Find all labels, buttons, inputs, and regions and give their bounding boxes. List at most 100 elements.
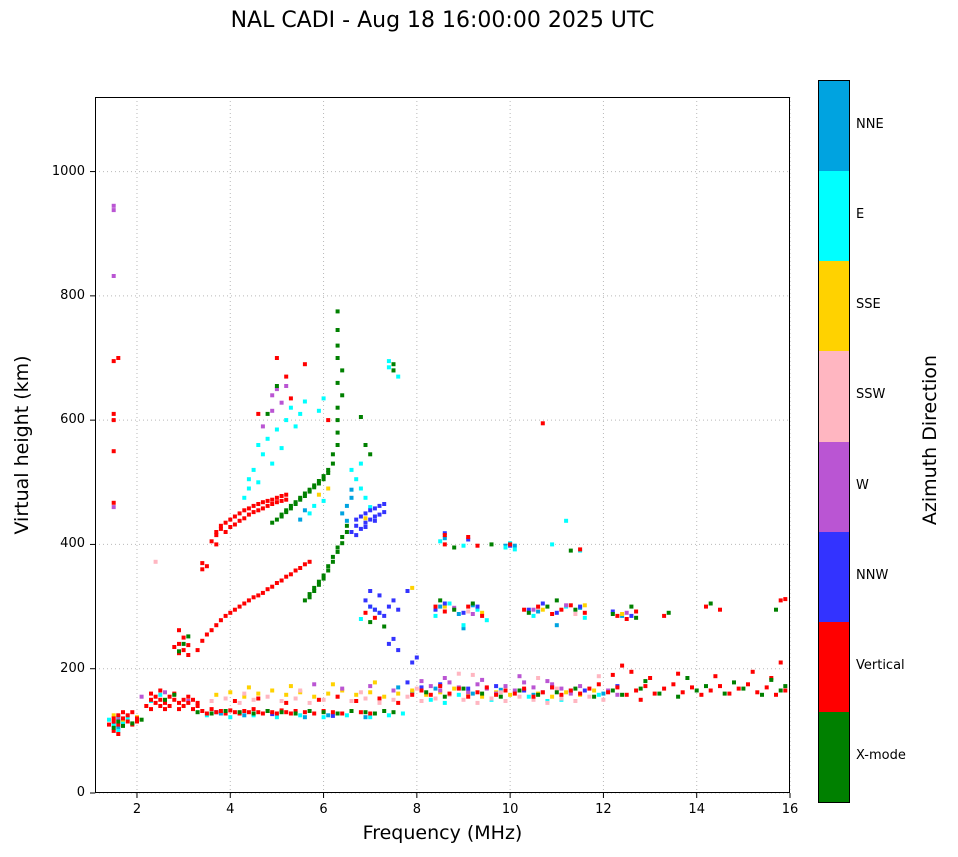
scatter-point bbox=[480, 677, 485, 682]
scatter-point bbox=[321, 573, 326, 578]
scatter-point bbox=[554, 610, 559, 615]
scatter-point bbox=[531, 607, 536, 612]
scatter-point bbox=[312, 585, 317, 590]
scatter-point bbox=[634, 609, 639, 614]
scatter-point bbox=[554, 623, 559, 628]
scatter-point bbox=[204, 564, 209, 569]
scatter-point bbox=[592, 694, 597, 699]
scatter-point bbox=[363, 511, 368, 516]
scatter-point bbox=[195, 704, 200, 708]
scatter-point bbox=[512, 547, 517, 552]
scatter-point bbox=[498, 694, 503, 699]
scatter-point bbox=[321, 715, 326, 720]
scatter-point bbox=[265, 436, 270, 441]
scatter-point bbox=[181, 648, 186, 653]
scatter-point bbox=[554, 686, 559, 691]
scatter-point bbox=[270, 502, 275, 506]
scatter-point bbox=[391, 362, 396, 367]
scatter-point bbox=[265, 503, 270, 508]
scatter-point bbox=[344, 713, 349, 718]
y-tick-label: 1000 bbox=[51, 163, 85, 179]
y-tick-label: 800 bbox=[60, 287, 85, 303]
scatter-point bbox=[704, 684, 708, 689]
scatter-point bbox=[293, 424, 298, 429]
scatter-point bbox=[307, 709, 312, 713]
scatter-point bbox=[116, 356, 121, 360]
scatter-point bbox=[270, 393, 275, 398]
scatter-point bbox=[419, 679, 424, 684]
scatter-point bbox=[242, 694, 247, 699]
scatter-point bbox=[498, 687, 503, 692]
scatter-point bbox=[620, 612, 625, 616]
scatter-point bbox=[293, 696, 298, 701]
scatter-point bbox=[260, 506, 265, 511]
scatter-point bbox=[298, 517, 303, 522]
scatter-point bbox=[279, 578, 284, 583]
scatter-point bbox=[615, 613, 620, 618]
scatter-point bbox=[125, 713, 130, 718]
scatter-point bbox=[512, 688, 517, 693]
scatter-point bbox=[288, 396, 293, 401]
scatter-point bbox=[214, 542, 219, 547]
scatter-point bbox=[461, 623, 466, 628]
scatter-point bbox=[405, 680, 410, 685]
scatter-point bbox=[223, 530, 228, 534]
scatter-point bbox=[260, 711, 265, 716]
scatter-point bbox=[298, 566, 303, 570]
scatter-point bbox=[410, 585, 415, 590]
scatter-point bbox=[391, 636, 396, 641]
scatter-point bbox=[396, 700, 401, 705]
scatter-point bbox=[330, 559, 335, 564]
scatter-point bbox=[163, 697, 167, 702]
scatter-point bbox=[540, 421, 545, 426]
scatter-point bbox=[438, 539, 443, 544]
scatter-point bbox=[652, 691, 657, 696]
scatter-point bbox=[368, 604, 373, 609]
scatter-point bbox=[316, 481, 321, 486]
scatter-point bbox=[363, 443, 368, 447]
scatter-point bbox=[386, 365, 391, 370]
scatter-point bbox=[704, 604, 708, 609]
scatter-point bbox=[209, 628, 214, 633]
scatter-point bbox=[746, 682, 750, 687]
scatter-point bbox=[186, 694, 191, 699]
scatter-point bbox=[386, 641, 391, 646]
scatter-point bbox=[554, 598, 559, 603]
scatter-point bbox=[270, 461, 275, 466]
scatter-point bbox=[284, 492, 289, 497]
scatter-point bbox=[708, 688, 713, 693]
scatter-point bbox=[191, 707, 195, 712]
scatter-point bbox=[335, 418, 340, 423]
plot-area bbox=[90, 97, 791, 798]
scatter-point bbox=[410, 660, 415, 665]
scatter-point bbox=[522, 680, 527, 685]
scatter-point bbox=[260, 590, 265, 595]
scatter-point bbox=[330, 461, 335, 466]
scatter-point bbox=[200, 561, 205, 566]
scatter-point bbox=[372, 506, 377, 511]
scatter-point bbox=[391, 598, 396, 603]
y-tick-label: 600 bbox=[60, 412, 85, 428]
ionogram-plot bbox=[90, 97, 791, 798]
scatter-point bbox=[601, 697, 606, 702]
scatter-point bbox=[153, 694, 158, 699]
scatter-point bbox=[209, 699, 214, 703]
scatter-point bbox=[382, 694, 387, 699]
scatter-point bbox=[428, 692, 433, 697]
scatter-point bbox=[461, 610, 466, 615]
scatter-point bbox=[246, 486, 251, 491]
scatter-point bbox=[256, 480, 261, 485]
scatter-point bbox=[363, 710, 368, 715]
colorbar-tick-label: W bbox=[856, 477, 869, 493]
scatter-point bbox=[512, 691, 517, 696]
scatter-point bbox=[736, 686, 741, 691]
scatter-point bbox=[107, 717, 111, 722]
scatter-point bbox=[316, 582, 321, 587]
scatter-point bbox=[256, 696, 261, 701]
scatter-point bbox=[200, 638, 205, 643]
scatter-point bbox=[377, 593, 382, 598]
scatter-point bbox=[452, 686, 457, 691]
scatter-point bbox=[442, 542, 447, 547]
scatter-point bbox=[246, 710, 251, 715]
series-Vertical bbox=[107, 356, 788, 736]
